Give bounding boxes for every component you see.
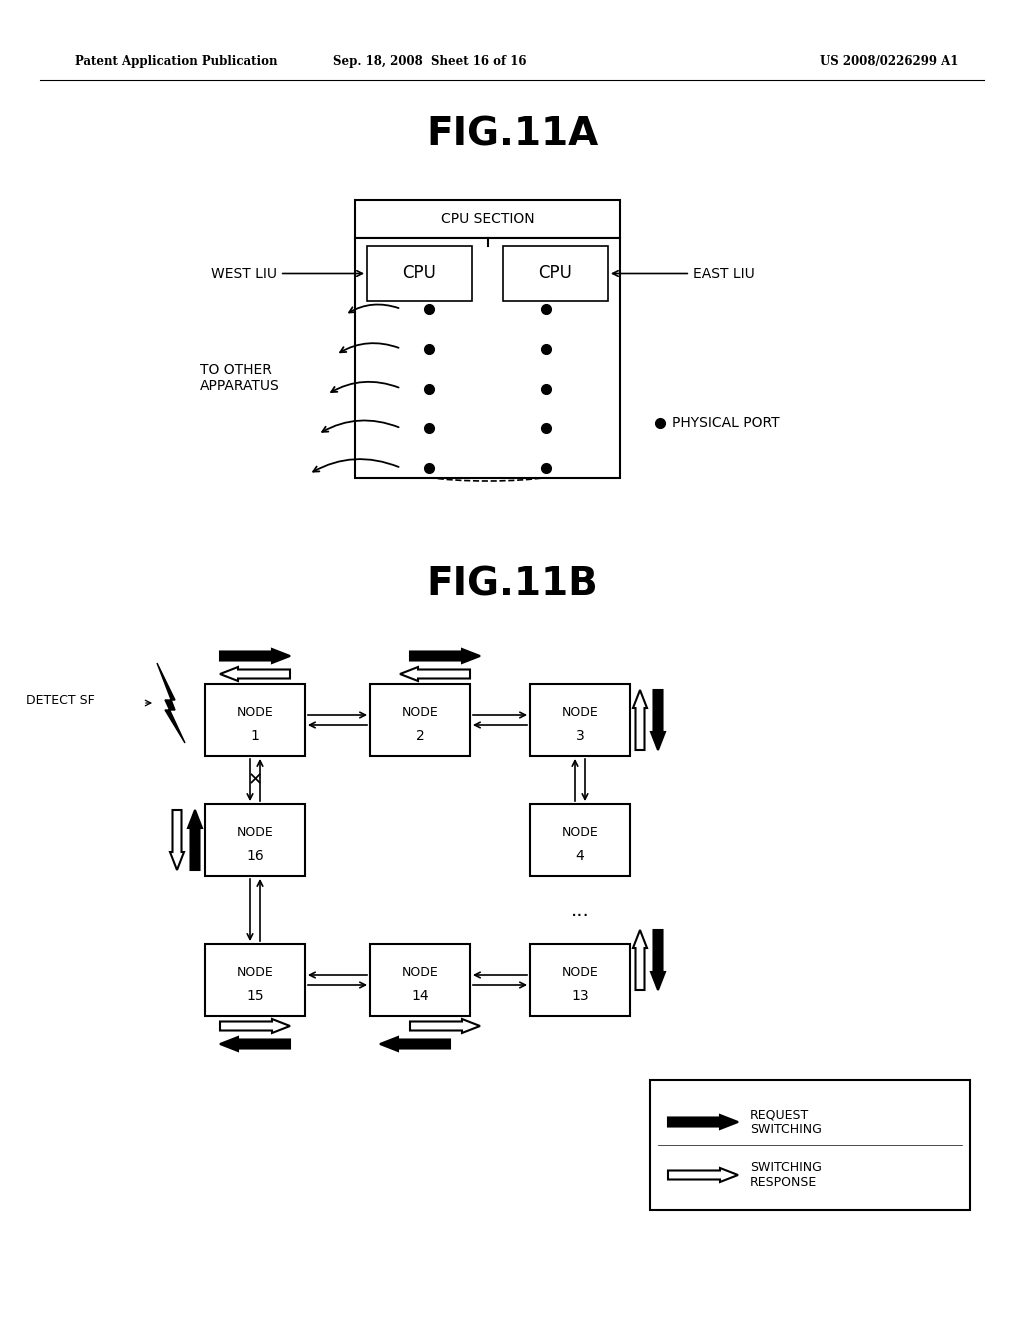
Text: NODE: NODE <box>237 825 273 838</box>
Bar <box>355 201 620 238</box>
Text: NODE: NODE <box>561 965 598 978</box>
Polygon shape <box>157 663 185 743</box>
Bar <box>530 804 630 876</box>
Text: TO OTHER
APPARATUS: TO OTHER APPARATUS <box>200 363 280 393</box>
Bar <box>503 246 608 301</box>
Bar <box>205 944 305 1016</box>
Bar <box>367 246 472 301</box>
Text: NODE: NODE <box>237 705 273 718</box>
FancyArrow shape <box>633 931 647 990</box>
Text: 16: 16 <box>246 849 264 863</box>
Text: FIG.11B: FIG.11B <box>426 565 598 603</box>
FancyArrow shape <box>170 810 184 870</box>
FancyArrow shape <box>188 810 202 870</box>
Text: 14: 14 <box>412 989 429 1003</box>
Text: 1: 1 <box>251 729 259 743</box>
FancyArrow shape <box>220 649 290 663</box>
Bar <box>530 944 630 1016</box>
Bar <box>650 1080 970 1210</box>
Text: SWITCHING
RESPONSE: SWITCHING RESPONSE <box>750 1162 822 1189</box>
Text: WEST LIU: WEST LIU <box>211 267 362 281</box>
FancyArrow shape <box>400 667 470 681</box>
FancyArrow shape <box>668 1168 738 1181</box>
Text: NODE: NODE <box>561 705 598 718</box>
Text: PHYSICAL PORT: PHYSICAL PORT <box>672 416 779 430</box>
FancyArrow shape <box>220 1019 290 1034</box>
Text: NODE: NODE <box>401 705 438 718</box>
Text: ...: ... <box>570 900 590 920</box>
Bar <box>530 684 630 756</box>
Bar <box>355 238 620 478</box>
FancyArrow shape <box>220 1038 290 1051</box>
Text: Sep. 18, 2008  Sheet 16 of 16: Sep. 18, 2008 Sheet 16 of 16 <box>333 55 526 69</box>
FancyArrow shape <box>380 1038 450 1051</box>
Text: REQUEST
SWITCHING: REQUEST SWITCHING <box>750 1107 822 1137</box>
Text: 2: 2 <box>416 729 424 743</box>
FancyArrow shape <box>633 690 647 750</box>
Text: DETECT SF: DETECT SF <box>27 693 95 706</box>
Text: Patent Application Publication: Patent Application Publication <box>75 55 278 69</box>
Text: ✕: ✕ <box>248 771 262 789</box>
Text: CPU SECTION: CPU SECTION <box>440 213 535 226</box>
Text: US 2008/0226299 A1: US 2008/0226299 A1 <box>820 55 958 69</box>
Text: NODE: NODE <box>561 825 598 838</box>
Bar <box>205 684 305 756</box>
Bar <box>205 804 305 876</box>
Bar <box>370 944 470 1016</box>
Text: EAST LIU: EAST LIU <box>612 267 755 281</box>
Text: FIG.11A: FIG.11A <box>426 115 598 153</box>
FancyArrow shape <box>410 1019 480 1034</box>
Text: CPU: CPU <box>402 264 436 282</box>
Bar <box>370 684 470 756</box>
Text: NODE: NODE <box>401 965 438 978</box>
Text: 15: 15 <box>246 989 264 1003</box>
FancyArrow shape <box>410 649 480 663</box>
FancyArrow shape <box>651 931 665 990</box>
Text: NODE: NODE <box>237 965 273 978</box>
Text: 4: 4 <box>575 849 585 863</box>
Text: CPU: CPU <box>539 264 572 282</box>
FancyArrow shape <box>668 1115 738 1129</box>
Text: 13: 13 <box>571 989 589 1003</box>
FancyArrow shape <box>651 690 665 750</box>
Text: 3: 3 <box>575 729 585 743</box>
FancyArrow shape <box>220 667 290 681</box>
